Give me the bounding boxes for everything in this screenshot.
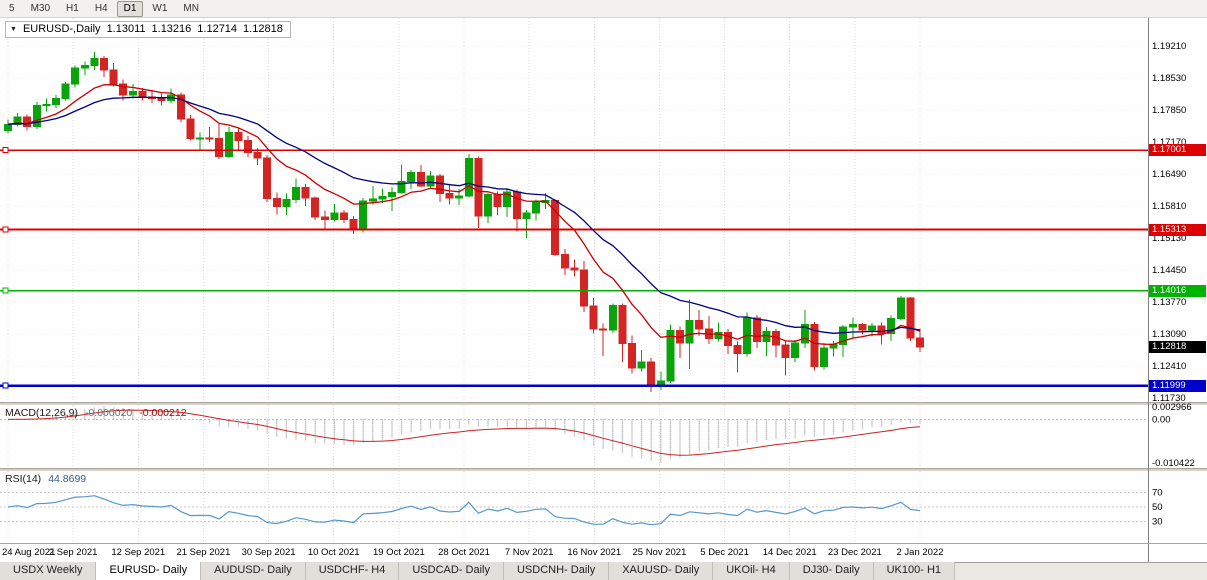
line-handle xyxy=(2,226,9,233)
price-axis-label: 1.15810 xyxy=(1152,201,1186,212)
rsi-axis-label: 50 xyxy=(1152,502,1163,513)
price-axis-label: 1.16490 xyxy=(1152,169,1186,180)
rsi-name: RSI(14) xyxy=(5,473,42,485)
timeframe-5[interactable]: 5 xyxy=(9,2,15,14)
line-handle xyxy=(2,382,9,389)
price-badge: 1.17001 xyxy=(1149,144,1206,157)
price-badge: 1.12818 xyxy=(1149,340,1206,353)
ohlc-low: 1.12714 xyxy=(197,23,238,35)
price-axis-label: 1.11730 xyxy=(1152,393,1186,404)
date-axis-label: 10 Oct 2021 xyxy=(308,547,360,558)
macd-value-signal: -0.000212 xyxy=(139,407,187,419)
moving-averages xyxy=(7,84,921,345)
tab-ukoil-h4[interactable]: UKOil- H4 xyxy=(713,562,790,580)
price-axis-label: 1.13090 xyxy=(1152,329,1186,340)
rsi-axis-label: 70 xyxy=(1152,488,1163,499)
timeframe-W1[interactable]: W1 xyxy=(152,2,168,14)
rsi-line xyxy=(7,495,921,526)
date-axis-label: 25 Nov 2021 xyxy=(632,547,686,558)
tab-xauusd-daily[interactable]: XAUUSD- Daily xyxy=(609,562,714,580)
ma-fast xyxy=(7,84,921,345)
date-axis-label: 24 Aug 2021 xyxy=(2,547,55,558)
chart-area: 0.002966 0.00 -0.010422 70 50 30 1.19210 1.1853… xyxy=(0,18,1207,562)
price-axis-label: 1.14450 xyxy=(1152,265,1186,276)
date-axis-label: 30 Sep 2021 xyxy=(242,547,296,558)
tab-eurusd-daily[interactable]: EURUSD- Daily xyxy=(96,562,202,580)
line-handle xyxy=(2,147,9,154)
date-axis-label: 5 Dec 2021 xyxy=(700,547,749,558)
collapse-arrow-icon[interactable]: ▼ xyxy=(10,25,17,33)
date-axis-label: 28 Oct 2021 xyxy=(438,547,490,558)
date-axis-label: 19 Oct 2021 xyxy=(373,547,425,558)
macd-axis-label: 0.002966 xyxy=(1152,402,1192,413)
price-badge: 1.15313 xyxy=(1149,223,1206,236)
tab-usdcad-daily[interactable]: USDCAD- Daily xyxy=(399,562,504,580)
rsi-panel: 70 50 30 xyxy=(0,488,1163,527)
date-axis-label: 12 Sep 2021 xyxy=(111,547,165,558)
date-axis-label: 2 Jan 2022 xyxy=(896,547,943,558)
date-axis-label: 2 Sep 2021 xyxy=(49,547,98,558)
tab-uk100-h1[interactable]: UK100- H1 xyxy=(873,562,956,580)
macd-indicator-label: MACD(12,26,9) -0.000020 -0.000212 xyxy=(5,407,187,419)
price-axis-label: 1.13770 xyxy=(1152,297,1186,308)
rsi-axis-label: 30 xyxy=(1152,516,1163,527)
price-axis-label: 1.15130 xyxy=(1152,233,1186,244)
price-axis-label: 1.18530 xyxy=(1152,73,1186,84)
timeframe-H4[interactable]: H4 xyxy=(94,2,108,14)
ohlc-high: 1.13216 xyxy=(151,23,192,35)
price-axis-label: 1.19210 xyxy=(1152,41,1186,52)
date-axis-label: 7 Nov 2021 xyxy=(505,547,554,558)
price-badge: 1.11999 xyxy=(1149,379,1206,392)
grid-lines xyxy=(0,18,1148,543)
tab-usdcnh-daily[interactable]: USDCNH- Daily xyxy=(503,562,610,580)
macd-signal-line xyxy=(7,409,921,456)
date-axis-label: 14 Dec 2021 xyxy=(763,547,817,558)
ma-slow xyxy=(7,96,921,334)
chart-symbol: EURUSD-,Daily xyxy=(22,23,101,35)
timeframe-toolbar: 5 M30 H1 H4 D1 W1 MN xyxy=(0,0,1207,18)
tab-usdchf-h4[interactable]: USDCHF- H4 xyxy=(305,562,400,580)
panel-splitter[interactable] xyxy=(0,402,1207,405)
ohlc-open: 1.13011 xyxy=(106,23,146,35)
timeframe-H1[interactable]: H1 xyxy=(66,2,79,14)
axes: 1.19210 1.18530 1.17850 1.17170 1.16490 1.158… xyxy=(0,18,1207,562)
price-axis-label: 1.17850 xyxy=(1152,105,1186,116)
chart-title: ▼ EURUSD-,Daily 1.13011 1.13216 1.12714 … xyxy=(5,21,291,38)
ohlc-close: 1.12818 xyxy=(243,23,283,35)
price-badge: 1.14016 xyxy=(1149,284,1206,297)
rsi-indicator-label: RSI(14) 44.8699 xyxy=(5,473,86,485)
price-axis-label: 1.12410 xyxy=(1152,361,1186,372)
macd-axis-label: 0.00 xyxy=(1152,414,1171,425)
timeframe-D1[interactable]: D1 xyxy=(116,0,144,17)
rsi-value: 44.8699 xyxy=(48,473,87,485)
macd-value-main: -0.000020 xyxy=(84,407,133,419)
date-axis-label: 21 Sep 2021 xyxy=(176,547,230,558)
date-axis-label: 23 Dec 2021 xyxy=(828,547,882,558)
macd-name: MACD(12,26,9) xyxy=(5,407,78,419)
line-handle xyxy=(2,287,9,294)
macd-axis-label: -0.010422 xyxy=(1152,458,1195,469)
price-axis-label: 1.17170 xyxy=(1152,137,1186,148)
timeframe-MN[interactable]: MN xyxy=(183,2,199,14)
tab-audusd-daily[interactable]: AUDUSD- Daily xyxy=(201,562,306,580)
date-axis-label: 16 Nov 2021 xyxy=(567,547,621,558)
panel-splitter[interactable] xyxy=(0,468,1207,471)
chart-tabs-bar: USDX Weekly EURUSD- Daily AUDUSD- Daily USD… xyxy=(0,562,1207,580)
tab-usdx-weekly[interactable]: USDX Weekly xyxy=(0,562,97,580)
timeframe-M30[interactable]: M30 xyxy=(30,2,51,14)
tab-dj30-daily[interactable]: DJ30- Daily xyxy=(789,562,874,580)
candlesticks xyxy=(4,51,924,393)
